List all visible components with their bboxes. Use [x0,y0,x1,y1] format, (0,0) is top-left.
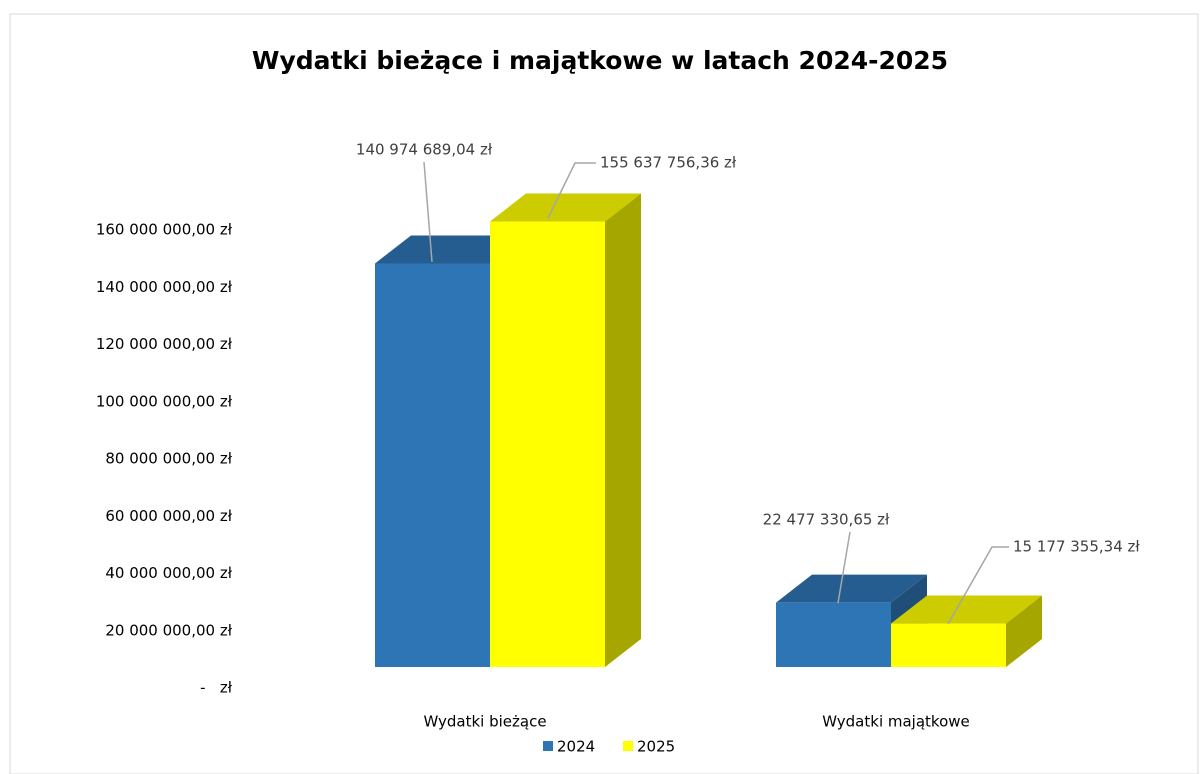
y-tick-label: 40 000 000,00 zł [105,564,232,582]
leader-line [423,161,433,263]
y-tick-label: 60 000 000,00 zł [105,507,232,525]
bar [776,602,891,667]
x-tick-label: Wydatki bieżące [423,713,546,731]
x-tick-label: Wydatki majątkowe [822,713,970,731]
bar-top [891,595,1042,624]
bar-side [605,193,641,667]
leader-line [947,546,1009,625]
legend-label: 2024 [557,738,595,756]
bar-top [375,235,526,264]
legend-swatch [543,741,553,751]
legend-swatch [623,741,633,751]
bar-side [1006,595,1042,667]
y-tick-label: 20 000 000,00 zł [105,621,232,639]
chart-title: Wydatki bieżące i majątkowe w latach 202… [252,46,948,75]
bar-top [776,574,927,603]
bar [490,221,605,667]
data-label: 22 477 330,65 zł [763,511,890,529]
leader-line [547,162,596,219]
y-tick-label: 140 000 000,00 zł [96,278,233,296]
leader-line [837,531,851,604]
data-label: 155 637 756,36 zł [600,154,737,172]
legend-label: 2025 [637,738,675,756]
y-tick-label: 80 000 000,00 zł [105,450,232,468]
bar-top [490,193,641,222]
y-tick-label: 120 000 000,00 zł [96,335,233,353]
bar [375,263,490,667]
data-label: 15 177 355,34 zł [1013,538,1140,556]
y-tick-label: 100 000 000,00 zł [96,392,233,410]
data-label: 140 974 689,04 zł [356,141,493,159]
y-tick-label: - zł [200,679,233,697]
y-tick-label: 160 000 000,00 zł [96,221,233,239]
bar [891,623,1006,667]
